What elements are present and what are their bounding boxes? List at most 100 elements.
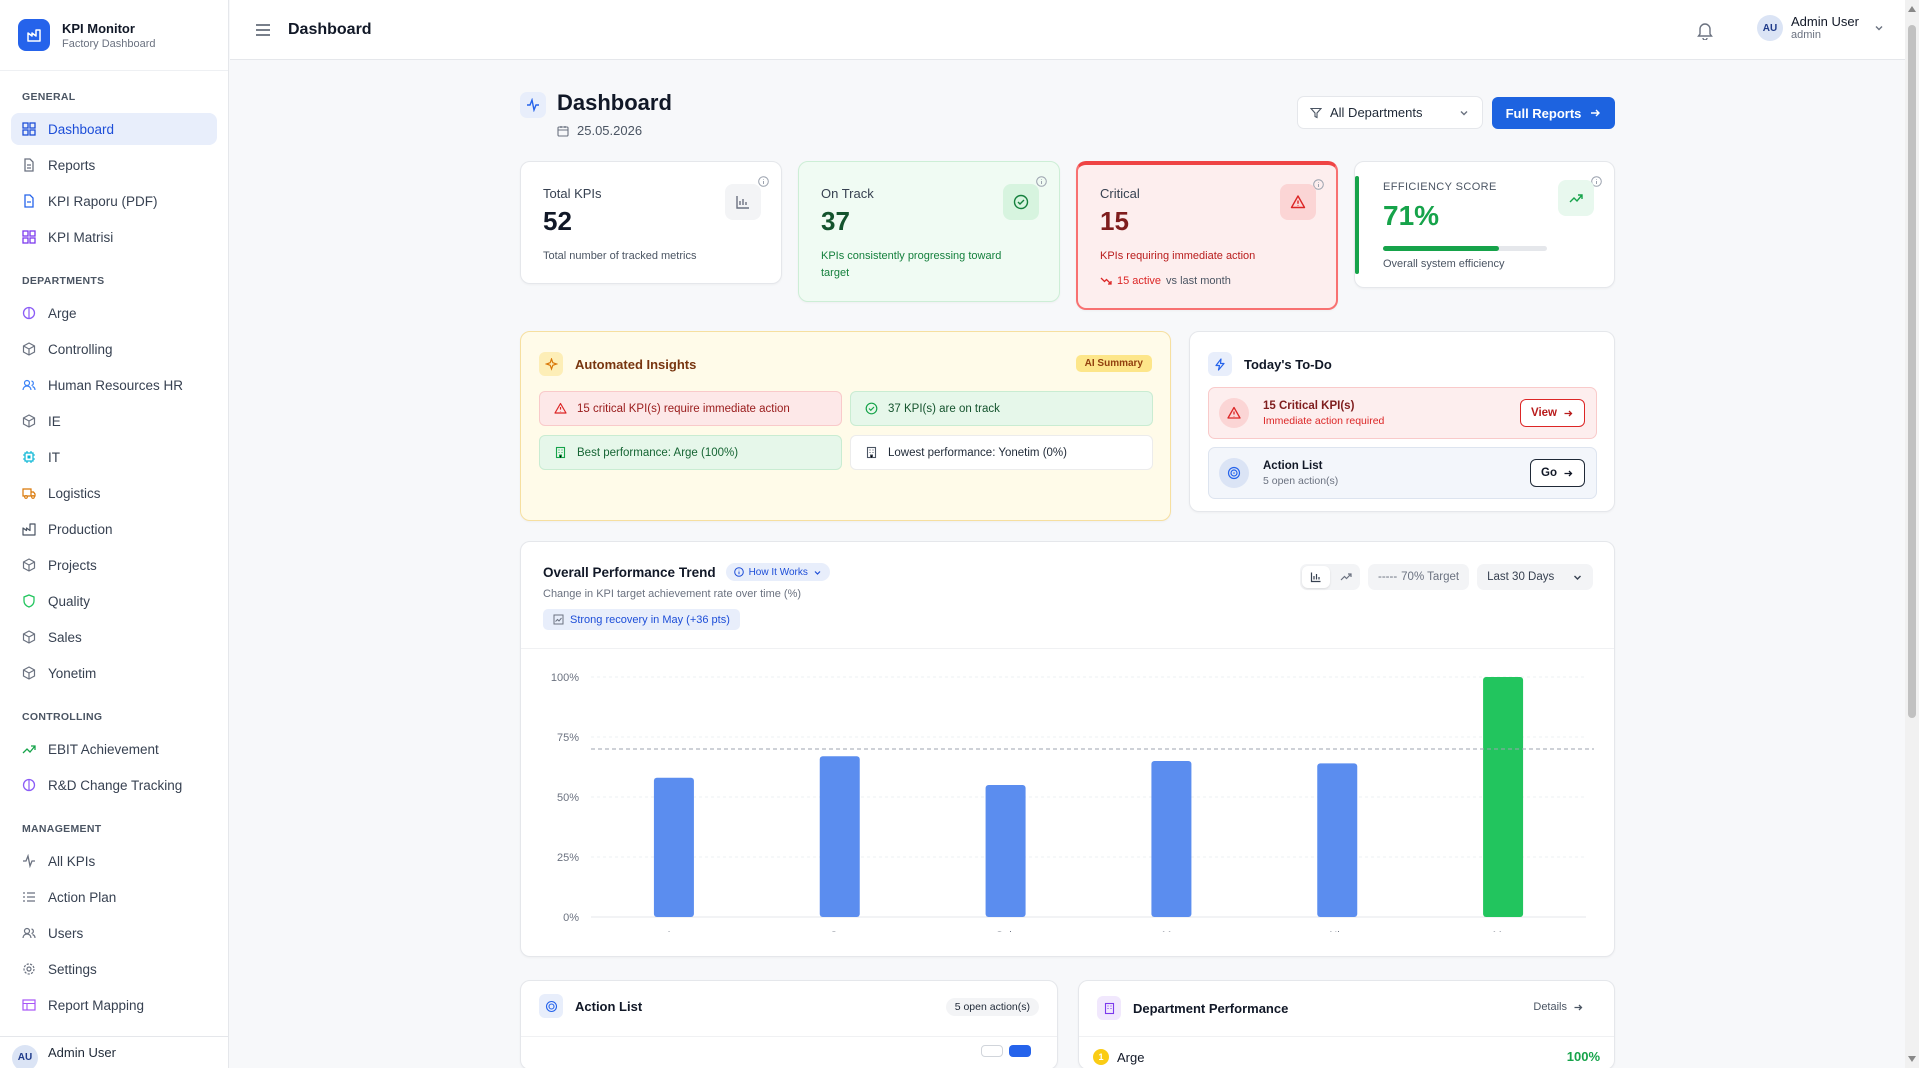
line-chart-toggle[interactable] — [1332, 564, 1360, 590]
user-menu[interactable]: AU Admin User admin — [1757, 15, 1885, 41]
kpi-description: KPIs requiring immediate action — [1100, 250, 1256, 262]
trending-up-icon — [1558, 180, 1594, 216]
dept-row[interactable]: 1 Arge — [1093, 1049, 1144, 1065]
check-circle-icon — [1003, 184, 1039, 220]
view-button-label: View — [1531, 407, 1557, 419]
view-button[interactable]: View — [1520, 399, 1585, 427]
sidebar-item-report-mapping[interactable]: Report Mapping — [11, 989, 217, 1021]
how-it-works-button[interactable]: How It Works — [725, 563, 830, 581]
sidebar-item-settings[interactable]: Settings — [11, 953, 217, 985]
activity-icon — [23, 854, 35, 868]
full-reports-label: Full Reports — [1505, 105, 1582, 121]
row-toggle-active[interactable] — [1009, 1045, 1031, 1057]
sidebar-item-dashboard[interactable]: Dashboard — [11, 113, 217, 145]
action-list-card: Action List 5 open action(s) — [520, 980, 1058, 1068]
department-performance-card: Department Performance Details 1 Arge 10… — [1078, 980, 1615, 1068]
file-icon — [24, 158, 34, 172]
sidebar-item-all-kpis[interactable]: All KPIs — [11, 845, 217, 877]
department-filter-value: All Departments — [1330, 105, 1423, 120]
sidebar-item-sales[interactable]: Sales — [11, 621, 217, 653]
sidebar-item-action-plan[interactable]: Action Plan — [11, 881, 217, 913]
todo-card: Today's To-Do 15 Critical KPI(s) Immedia… — [1189, 331, 1615, 512]
todo-item-title: Action List — [1263, 459, 1323, 472]
sidebar-item-users[interactable]: Users — [11, 917, 217, 949]
sidebar-item-projects[interactable]: Projects — [11, 549, 217, 581]
sidebar-user[interactable]: AU Admin User — [0, 1036, 228, 1068]
sidebar-item-it[interactable]: IT — [11, 441, 217, 473]
sidebar-item-arge[interactable]: Arge — [11, 297, 217, 329]
sidebar-item-quality[interactable]: Quality — [11, 585, 217, 617]
kpi-card-on-track[interactable]: On Track 37 KPIs consistently progressin… — [798, 161, 1060, 302]
topbar: Dashboard AU Admin User admin — [230, 0, 1905, 60]
box-icon — [22, 342, 36, 356]
bell-icon[interactable] — [1696, 20, 1714, 40]
sidebar-item-label: Users — [48, 925, 84, 941]
recovery-badge: Strong recovery in May (+36 pts) — [543, 609, 740, 630]
menu-icon[interactable] — [254, 23, 272, 37]
x-tick-label: Nis — [1329, 930, 1345, 932]
go-button[interactable]: Go — [1530, 459, 1585, 487]
avatar: AU — [12, 1044, 38, 1068]
sidebar-item-hr[interactable]: Human Resources HR — [11, 369, 217, 401]
sparkles-icon — [539, 352, 563, 376]
kpi-card-critical[interactable]: Critical 15 KPIs requiring immediate act… — [1076, 161, 1338, 310]
brand-title: KPI Monitor — [62, 20, 135, 36]
flask-icon — [22, 778, 36, 792]
check-circle-icon — [865, 402, 878, 415]
sidebar-item-label: Arge — [48, 305, 77, 321]
sidebar-item-kpi-raporu[interactable]: KPI Raporu (PDF) — [11, 185, 217, 217]
dept-perf-title: Department Performance — [1133, 1000, 1289, 1016]
sidebar-item-logistics[interactable]: Logistics — [11, 477, 217, 509]
insight-best[interactable]: Best performance: Arge (100%) — [539, 435, 842, 470]
info-icon[interactable] — [758, 176, 769, 187]
sidebar-item-label: KPI Raporu (PDF) — [48, 193, 158, 209]
arrow-right-icon — [1564, 410, 1573, 416]
lightning-icon — [1208, 352, 1232, 376]
brand[interactable]: KPI Monitor Factory Dashboard — [0, 0, 228, 71]
nav-heading-management: MANAGEMENT — [22, 823, 102, 835]
scroll-up-icon[interactable] — [1908, 6, 1916, 12]
efficiency-progress-track — [1383, 246, 1547, 251]
info-icon[interactable] — [1036, 176, 1047, 187]
sidebar-item-label: Action Plan — [48, 889, 117, 905]
trend-text: vs last month — [1166, 275, 1231, 287]
rank-badge: 1 — [1093, 1049, 1109, 1065]
kpi-card-efficiency[interactable]: EFFICIENCY SCORE 71% Overall system effi… — [1354, 161, 1615, 288]
row-toggle[interactable] — [981, 1045, 1003, 1057]
insight-lowest[interactable]: Lowest performance: Yonetim (0%) — [850, 435, 1153, 470]
todo-item-title: 15 Critical KPI(s) — [1263, 399, 1355, 412]
bar-chart-toggle[interactable] — [1302, 566, 1330, 588]
x-tick-label: Oca — [830, 930, 851, 932]
todo-actions-row[interactable]: Action List 5 open action(s) Go — [1208, 447, 1597, 499]
sidebar-item-reports[interactable]: Reports — [11, 149, 217, 181]
kpi-description: Overall system efficiency — [1383, 258, 1505, 270]
todo-critical-row[interactable]: 15 Critical KPI(s) Immediate action requ… — [1208, 387, 1597, 439]
sidebar-item-rd-change[interactable]: R&D Change Tracking — [11, 769, 217, 801]
topbar-title: Dashboard — [288, 20, 372, 38]
insight-on-track[interactable]: 37 KPI(s) are on track — [850, 391, 1153, 426]
details-link[interactable]: Details — [1533, 1001, 1584, 1013]
sidebar-item-yonetim[interactable]: Yonetim — [11, 657, 217, 689]
sidebar-item-ie[interactable]: IE — [11, 405, 217, 437]
y-tick-label: 75% — [557, 732, 579, 744]
page-scrollbar[interactable] — [1905, 0, 1919, 1068]
department-filter-select[interactable]: All Departments — [1297, 96, 1483, 129]
alert-triangle-icon — [554, 402, 567, 414]
divider — [521, 648, 1614, 649]
sidebar-item-controlling[interactable]: Controlling — [11, 333, 217, 365]
scroll-thumb[interactable] — [1908, 25, 1916, 718]
sidebar-item-label: Reports — [48, 157, 96, 173]
info-icon[interactable] — [1313, 179, 1324, 190]
sidebar-item-production[interactable]: Production — [11, 513, 217, 545]
scroll-down-icon[interactable] — [1908, 1056, 1916, 1062]
sidebar-item-kpi-matrisi[interactable]: KPI Matrisi — [11, 221, 217, 253]
bar-chart-icon — [725, 184, 761, 220]
sidebar-item-ebit[interactable]: EBIT Achievement — [11, 733, 217, 765]
kpi-card-total[interactable]: Total KPIs 52 Total number of tracked me… — [520, 161, 782, 284]
full-reports-button[interactable]: Full Reports — [1492, 97, 1615, 129]
insight-critical[interactable]: 15 critical KPI(s) require immediate act… — [539, 391, 842, 426]
insights-title: Automated Insights — [575, 356, 697, 372]
trending-up-icon — [22, 745, 36, 754]
insight-text: Best performance: Arge (100%) — [577, 446, 739, 459]
date-range-select[interactable]: Last 30 Days — [1477, 564, 1594, 590]
